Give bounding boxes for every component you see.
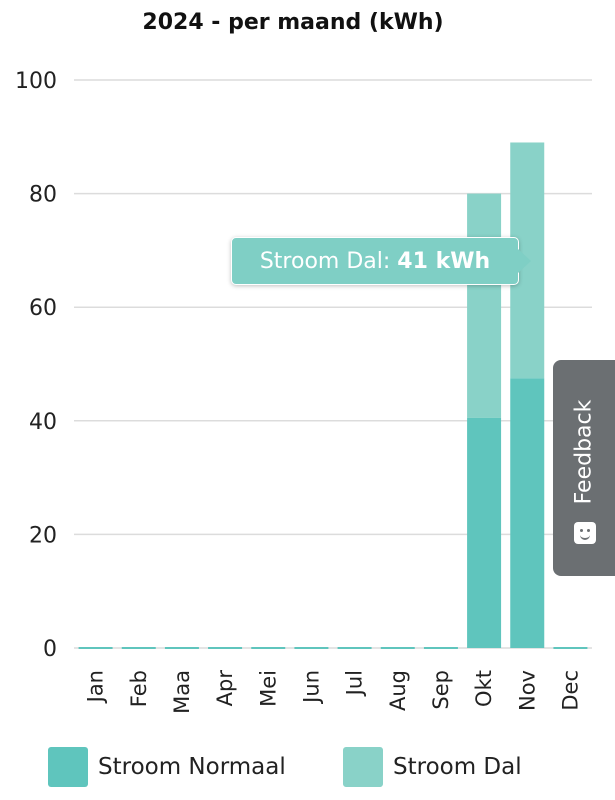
x-tick-label: Okt [472, 670, 496, 707]
y-tick-label: 80 [29, 183, 57, 208]
feedback-button[interactable]: Feedback [553, 360, 615, 576]
x-tick-label: Jan [84, 670, 108, 704]
tooltip: Stroom Dal: 41 kWh [231, 237, 531, 285]
x-tick-label: Dec [558, 670, 582, 711]
bar-okt-series-1[interactable] [467, 193, 502, 418]
bars [78, 142, 588, 649]
legend-swatch-stroom-dal [343, 747, 383, 787]
y-tick-label: 0 [43, 637, 57, 662]
legend-label-stroom-dal: Stroom Dal [393, 754, 522, 780]
y-axis: 0 20 40 60 80 100 [15, 69, 57, 662]
x-axis: Jan Feb Maa Apr Mei Jun Jul Aug Sep Okt Nov Dec [84, 670, 583, 714]
grid [74, 79, 592, 649]
bar-nov-series-0[interactable] [510, 378, 545, 648]
x-tick-label: Mei [256, 670, 280, 707]
tooltip-series-label: Stroom Dal: [259, 248, 391, 274]
tooltip-arrow [518, 249, 531, 273]
chart-title: 2024 - per maand (kWh) [142, 10, 443, 35]
y-tick-label: 100 [15, 69, 57, 94]
y-tick-label: 20 [29, 523, 57, 548]
bar-okt-series-0[interactable] [467, 417, 502, 648]
x-tick-label: Maa [170, 670, 194, 714]
legend: Stroom Normaal Stroom Dal [0, 745, 615, 789]
x-tick-label: Jul [343, 670, 367, 697]
legend-item-stroom-normaal[interactable]: Stroom Normaal [48, 745, 286, 789]
chart: 2024 - per maand (kWh) 0 20 40 60 80 100 Jan F… [15, 10, 592, 714]
legend-item-stroom-dal[interactable]: Stroom Dal [343, 745, 522, 789]
legend-label-stroom-normaal: Stroom Normaal [98, 754, 286, 780]
smiley-icon [574, 522, 596, 544]
x-tick-label: Aug [386, 670, 410, 711]
legend-swatch-stroom-normaal [48, 747, 88, 787]
x-tick-label: Apr [213, 670, 237, 707]
y-tick-label: 60 [29, 296, 57, 321]
x-tick-label: Nov [515, 670, 539, 711]
x-tick-label: Feb [127, 670, 151, 707]
y-tick-label: 40 [29, 410, 57, 435]
feedback-label: Feedback [571, 399, 597, 505]
x-tick-label: Sep [429, 670, 453, 710]
x-tick-label: Jun [299, 670, 323, 705]
tooltip-value: 41 kWh [397, 248, 491, 274]
